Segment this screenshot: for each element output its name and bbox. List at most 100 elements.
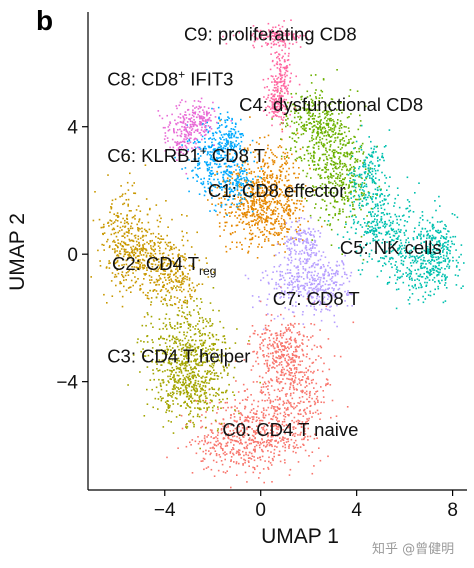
point-c4 <box>344 177 346 179</box>
point-c1 <box>278 188 281 190</box>
point-c1 <box>262 202 265 205</box>
point-c5 <box>361 200 364 202</box>
point-c1 <box>292 212 295 214</box>
point-c3 <box>212 364 215 367</box>
point-c0 <box>200 426 202 429</box>
point-c0 <box>258 375 261 378</box>
point-c2 <box>130 210 132 212</box>
point-c3 <box>183 358 185 360</box>
point-c0 <box>215 440 217 443</box>
point-c2 <box>119 290 121 293</box>
point-c4 <box>343 199 346 201</box>
point-c1 <box>281 163 284 166</box>
point-c0 <box>203 443 205 446</box>
point-c2 <box>151 265 154 268</box>
point-c1 <box>244 215 247 218</box>
point-c0 <box>291 379 293 381</box>
point-c5 <box>455 284 458 286</box>
point-c2 <box>187 273 189 275</box>
point-c0 <box>289 329 291 331</box>
point-c1 <box>286 206 288 208</box>
point-c0 <box>256 419 258 422</box>
point-c1 <box>286 190 288 193</box>
point-c5 <box>427 249 429 252</box>
point-c0 <box>297 363 300 366</box>
point-c5 <box>429 294 432 297</box>
point-c1 <box>270 177 273 180</box>
point-c5 <box>425 245 427 247</box>
point-c0 <box>268 421 271 424</box>
point-c4 <box>351 142 354 144</box>
point-c5 <box>418 286 420 289</box>
point-c0 <box>282 400 285 403</box>
point-c0 <box>308 417 310 420</box>
point-c3 <box>167 395 169 397</box>
point-c0 <box>284 357 286 360</box>
point-c0 <box>217 408 219 410</box>
point-c3 <box>184 317 187 320</box>
point-c3 <box>176 374 179 377</box>
point-c3 <box>188 324 190 326</box>
point-c1 <box>274 234 276 237</box>
point-c0 <box>189 441 191 444</box>
point-c2 <box>153 244 156 246</box>
point-c5 <box>420 255 423 257</box>
point-c1 <box>225 245 227 248</box>
point-c0 <box>287 364 289 367</box>
point-c0 <box>288 372 291 374</box>
point-c5 <box>435 258 438 261</box>
point-c0 <box>203 468 205 471</box>
point-c3 <box>203 361 205 363</box>
point-c2 <box>126 218 129 220</box>
point-c4 <box>313 150 315 153</box>
point-c1 <box>269 228 272 230</box>
point-c3 <box>160 335 162 338</box>
point-c3 <box>165 384 168 386</box>
point-c5 <box>438 240 441 242</box>
point-c4 <box>314 92 316 94</box>
point-c1 <box>298 173 300 175</box>
point-c2 <box>167 245 169 247</box>
point-c2 <box>125 289 128 292</box>
point-c3 <box>201 388 203 391</box>
point-c4 <box>351 152 354 155</box>
point-c0 <box>248 442 251 445</box>
point-c1 <box>286 230 288 233</box>
point-c5 <box>368 211 370 214</box>
point-c0 <box>253 456 255 458</box>
point-c1 <box>239 241 241 244</box>
point-c4 <box>348 142 350 144</box>
point-c0 <box>286 369 289 372</box>
point-c3 <box>162 426 165 428</box>
point-c4 <box>306 146 309 148</box>
point-c3 <box>185 349 188 352</box>
point-c4 <box>332 216 334 219</box>
point-c0 <box>282 378 284 380</box>
point-c3 <box>188 313 191 316</box>
point-c5 <box>405 229 407 232</box>
point-c1 <box>287 209 290 211</box>
point-c2 <box>156 279 159 282</box>
point-c0 <box>279 357 282 360</box>
point-c2 <box>149 282 152 284</box>
point-c2 <box>114 248 116 250</box>
point-c2 <box>141 236 144 238</box>
point-c0 <box>263 441 265 443</box>
point-c0 <box>307 427 309 430</box>
point-c4 <box>312 155 315 158</box>
point-c0 <box>287 438 289 440</box>
point-c0 <box>301 396 304 398</box>
point-c5 <box>395 288 398 291</box>
point-c5 <box>352 179 355 181</box>
point-c3 <box>162 381 165 384</box>
point-c2 <box>139 289 141 291</box>
point-c3 <box>192 368 194 370</box>
point-c1 <box>264 163 266 166</box>
point-c3 <box>185 388 187 391</box>
point-c5 <box>399 231 402 233</box>
point-c1 <box>252 212 254 215</box>
point-c0 <box>265 372 267 374</box>
point-c2 <box>165 258 167 261</box>
point-c0 <box>298 346 300 348</box>
point-c2 <box>183 256 186 259</box>
